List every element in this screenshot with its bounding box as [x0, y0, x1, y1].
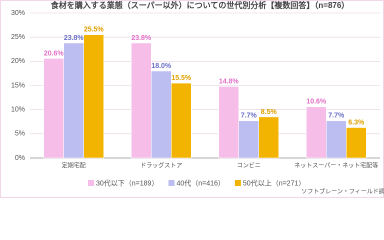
- chart-title: 食材を購入する業態（スーパー以外）についての世代別分析【複数回答】（n=876）: [51, 0, 350, 10]
- bar: [306, 106, 327, 159]
- value-label: 6.3%: [348, 119, 365, 126]
- x-tick-label: ドラッグストア: [140, 162, 182, 170]
- bar: [238, 120, 259, 159]
- value-label: 23.8%: [131, 35, 152, 42]
- x-tick-label: 定期宅配: [62, 162, 86, 170]
- y-tick-label: 30%: [11, 10, 25, 17]
- y-tick-label: 5%: [15, 131, 25, 138]
- bar: [83, 34, 104, 159]
- bar: [63, 42, 84, 159]
- bar: [258, 116, 279, 159]
- x-tick-label: ネットスーパー・ネット宅配等: [294, 162, 378, 170]
- legend-swatch: [168, 180, 175, 186]
- legend-swatch: [88, 180, 94, 186]
- value-label: 7.7%: [241, 113, 258, 120]
- bar: [43, 58, 64, 159]
- bar: [151, 70, 172, 159]
- bar: [346, 127, 367, 159]
- value-label: 10.6%: [306, 99, 327, 106]
- value-label: 15.5%: [171, 75, 192, 82]
- chart: 食材を購入する業態（スーパー以外）についての世代別分析【複数回答】（n=876）…: [0, 0, 384, 198]
- x-tick-label: コンビニ: [237, 162, 261, 170]
- value-label: 8.5%: [261, 109, 278, 116]
- value-label: 20.6%: [44, 50, 65, 57]
- y-tick-label: 25%: [11, 34, 25, 41]
- y-tick-label: 0%: [15, 155, 25, 162]
- legend-label: 40代（n=416）: [176, 178, 224, 187]
- legend-swatch: [234, 180, 241, 186]
- value-label: 7.7%: [328, 113, 345, 120]
- y-tick-label: 15%: [11, 82, 25, 89]
- bar: [218, 86, 239, 159]
- y-tick-label: 10%: [11, 107, 25, 114]
- legend-label: 50代以上（n=271）: [243, 178, 305, 187]
- bar: [326, 120, 347, 159]
- legend-label: 30代以下（n=189）: [96, 178, 158, 187]
- bar: [171, 82, 192, 159]
- value-label: 25.5%: [84, 27, 105, 34]
- y-tick-label: 20%: [11, 58, 25, 65]
- source-note: ソフトブレーン・フィールド調べ: [301, 188, 384, 196]
- bar: [131, 42, 152, 159]
- value-label: 14.8%: [219, 78, 240, 85]
- value-label: 23.8%: [64, 35, 85, 42]
- value-label: 18.0%: [151, 63, 172, 70]
